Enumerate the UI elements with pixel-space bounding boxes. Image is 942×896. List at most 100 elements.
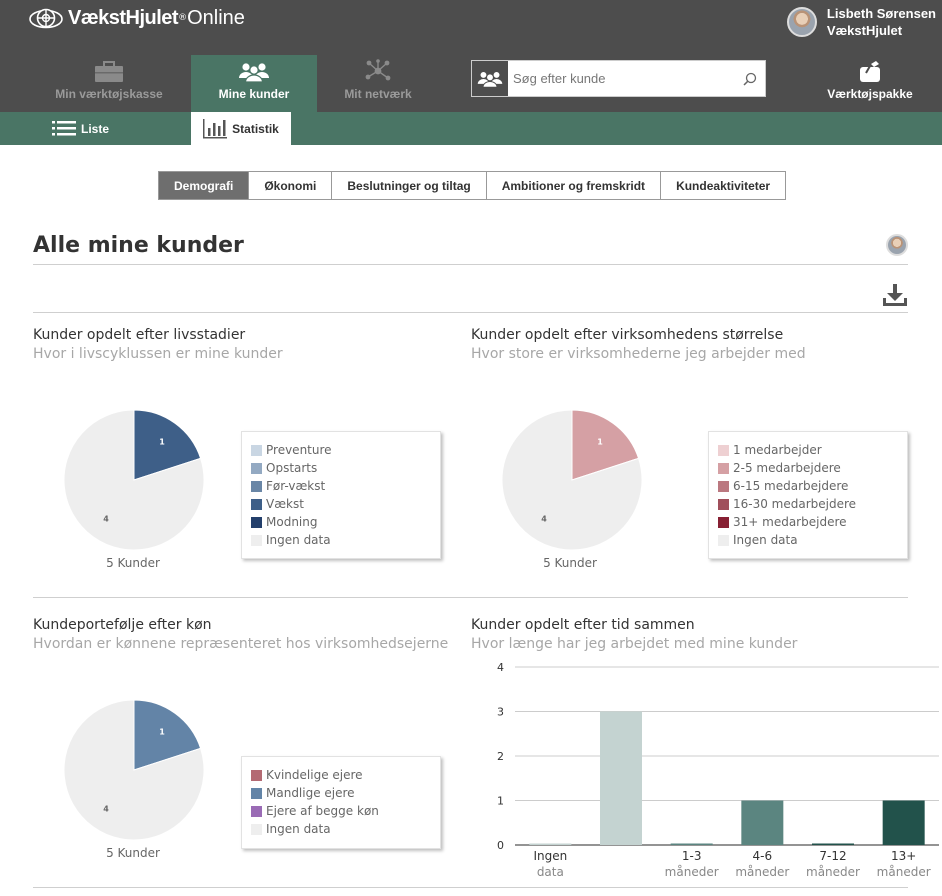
legend-label: Ingen data: [266, 822, 331, 836]
x-tick-label: 13+: [891, 849, 916, 863]
legend-item[interactable]: 31+ medarbejdere: [718, 513, 907, 531]
nav-toolpack-label: Værktøjspakke: [827, 87, 913, 101]
tab-decisions[interactable]: Beslutninger og tiltag: [331, 172, 486, 199]
lifecycle-subtitle: Hvor i livscyklussen er mine kunder: [33, 346, 283, 362]
search-button[interactable]: [735, 72, 765, 86]
pie-slice[interactable]: [133, 409, 202, 481]
legend-label: 6-15 medarbejdere: [733, 479, 849, 493]
legend-label: Vækst: [266, 497, 304, 511]
logo-suffix: Online: [187, 6, 245, 29]
pie-slice-label: 1: [159, 727, 165, 736]
page-title: Alle mine kunder: [33, 233, 244, 258]
legend-item[interactable]: Mandlige ejere: [251, 784, 440, 802]
legend-label: Opstarts: [266, 461, 318, 475]
legend-swatch: [251, 823, 262, 835]
legend-item[interactable]: Ingen data: [718, 531, 907, 549]
subnav-list[interactable]: Liste: [52, 120, 109, 137]
bar[interactable]: [812, 843, 854, 846]
legend-label: 31+ medarbejdere: [733, 515, 847, 529]
legend-item[interactable]: 2-5 medarbejdere: [718, 459, 907, 477]
x-tick-label: 1-3: [682, 849, 702, 863]
pie-slice[interactable]: [571, 409, 640, 481]
nav-tools-label: Min værktøjskasse: [55, 87, 163, 101]
client-search[interactable]: Søg efter kunde: [471, 60, 766, 97]
bar[interactable]: [882, 800, 925, 846]
title-divider: [33, 264, 908, 265]
user-org: VækstHjulet: [826, 23, 903, 38]
bar[interactable]: [670, 843, 713, 846]
legend-swatch: [718, 444, 729, 456]
legend-swatch: [251, 462, 262, 474]
download-button[interactable]: [882, 283, 908, 311]
title-avatar[interactable]: [886, 234, 908, 256]
logo[interactable]: VækstHjulet ® Online: [28, 5, 245, 31]
nav-tools[interactable]: Min værktøjskasse: [49, 55, 169, 112]
gender-title: Kundeportefølje efter køn: [33, 617, 212, 633]
legend-label: Ingen data: [733, 533, 798, 547]
subnav-statistics[interactable]: Statistik: [191, 112, 291, 145]
logo-registered: ®: [178, 13, 188, 23]
search-input[interactable]: Søg efter kunde: [513, 71, 606, 86]
gender-legend: Kvindelige ejere Mandlige ejere Ejere af b…: [241, 756, 441, 849]
legend-item[interactable]: Modning: [251, 513, 440, 531]
tab-economy[interactable]: Økonomi: [248, 172, 332, 199]
legend-item[interactable]: Ejere af begge køn: [251, 802, 440, 820]
tab-demographics[interactable]: Demografi: [159, 172, 249, 199]
legend-item[interactable]: Før-vækst: [251, 477, 440, 495]
pie-slice[interactable]: [501, 409, 643, 551]
user-avatar[interactable]: [786, 7, 817, 37]
legend-item[interactable]: Kvindelige ejere: [251, 766, 440, 784]
legend-swatch: [251, 769, 262, 781]
legend-swatch: [251, 516, 262, 528]
legend-item[interactable]: 1 medarbejder: [718, 441, 907, 459]
pie-slice-label: 4: [103, 515, 109, 524]
legend-item[interactable]: 16-30 medarbejdere: [718, 495, 907, 513]
user-name: Lisbeth Sørensen: [826, 6, 936, 21]
tab-ambitions[interactable]: Ambitioner og fremskridt: [485, 172, 661, 199]
panel-divider: [33, 597, 908, 598]
x-tick-label: 4-6: [753, 849, 773, 863]
legend-label: Før-vækst: [266, 479, 326, 493]
nav-toolpack[interactable]: Værktøjspakke: [818, 55, 922, 112]
network-icon: [365, 59, 391, 81]
toolbox-icon: [95, 61, 123, 82]
lifecycle-title: Kunder opdelt efter livsstadier: [33, 327, 246, 343]
x-tick-label: måneder: [806, 865, 860, 879]
x-tick-label: måneder: [877, 865, 931, 879]
legend-item[interactable]: Vækst: [251, 495, 440, 513]
subnav-statistics-label: Statistik: [232, 121, 279, 136]
size-total: 5 Kunder: [543, 556, 597, 570]
pie-slice[interactable]: [63, 409, 205, 551]
y-tick-label: 4: [497, 661, 504, 674]
pie-slice[interactable]: [133, 699, 202, 771]
lifecycle-legend: Preventure Opstarts Før-vækst Vækst Modning I…: [241, 431, 441, 559]
nav-network[interactable]: Mit netværk: [330, 55, 426, 112]
legend-swatch: [251, 498, 262, 510]
bar[interactable]: [529, 843, 572, 846]
y-tick-label: 1: [497, 795, 504, 808]
legend-item[interactable]: Preventure: [251, 441, 440, 459]
x-tick-label: måneder: [735, 865, 789, 879]
lifecycle-pie: 14: [63, 409, 205, 551]
time-subtitle: Hvor længe har jeg arbejdet med mine kun…: [471, 636, 798, 652]
legend-swatch: [251, 805, 262, 817]
bar[interactable]: [741, 800, 784, 846]
legend-item[interactable]: 6-15 medarbejdere: [718, 477, 907, 495]
gender-total: 5 Kunder: [106, 846, 160, 860]
x-tick-label: 7-12: [819, 849, 846, 863]
pie-slice[interactable]: [63, 699, 205, 841]
bar[interactable]: [600, 711, 642, 846]
legend-item[interactable]: Ingen data: [251, 820, 440, 838]
legend-item[interactable]: Opstarts: [251, 459, 440, 477]
nav-clients[interactable]: Mine kunder: [191, 55, 317, 112]
toolpack-icon: [860, 61, 880, 82]
user-menu[interactable]: Lisbeth Sørensen VækstHjulet: [786, 5, 936, 39]
search-people-badge: [472, 61, 508, 96]
tab-activities[interactable]: Kundeaktiviteter: [660, 172, 786, 199]
bar-chart-icon: [203, 118, 228, 138]
toolbar-divider: [33, 312, 908, 313]
legend-swatch: [251, 480, 262, 492]
people-icon: [477, 71, 503, 88]
list-icon: [52, 121, 76, 136]
legend-item[interactable]: Ingen data: [251, 531, 440, 549]
